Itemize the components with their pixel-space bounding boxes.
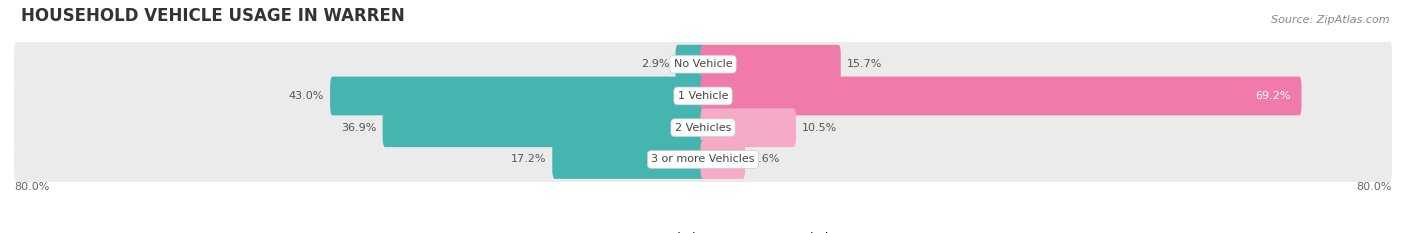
Text: 17.2%: 17.2%: [510, 154, 547, 164]
Text: 36.9%: 36.9%: [342, 123, 377, 133]
Text: 3 or more Vehicles: 3 or more Vehicles: [651, 154, 755, 164]
FancyBboxPatch shape: [700, 108, 796, 147]
Text: HOUSEHOLD VEHICLE USAGE IN WARREN: HOUSEHOLD VEHICLE USAGE IN WARREN: [21, 7, 405, 25]
Text: Source: ZipAtlas.com: Source: ZipAtlas.com: [1271, 15, 1389, 25]
FancyBboxPatch shape: [14, 102, 1392, 154]
FancyBboxPatch shape: [14, 134, 1392, 185]
FancyBboxPatch shape: [700, 77, 1302, 115]
Legend: Owner-occupied, Renter-occupied: Owner-occupied, Renter-occupied: [572, 228, 834, 233]
Text: 4.6%: 4.6%: [751, 154, 779, 164]
FancyBboxPatch shape: [382, 108, 706, 147]
Text: 80.0%: 80.0%: [14, 182, 49, 192]
FancyBboxPatch shape: [700, 140, 745, 179]
Text: 80.0%: 80.0%: [1357, 182, 1392, 192]
FancyBboxPatch shape: [330, 77, 706, 115]
FancyBboxPatch shape: [553, 140, 706, 179]
Text: No Vehicle: No Vehicle: [673, 59, 733, 69]
Text: 1 Vehicle: 1 Vehicle: [678, 91, 728, 101]
Text: 69.2%: 69.2%: [1254, 91, 1291, 101]
FancyBboxPatch shape: [14, 38, 1392, 90]
FancyBboxPatch shape: [675, 45, 706, 84]
Text: 2 Vehicles: 2 Vehicles: [675, 123, 731, 133]
FancyBboxPatch shape: [14, 70, 1392, 122]
Text: 15.7%: 15.7%: [846, 59, 882, 69]
Text: 43.0%: 43.0%: [288, 91, 323, 101]
FancyBboxPatch shape: [700, 45, 841, 84]
Text: 2.9%: 2.9%: [641, 59, 669, 69]
Text: 10.5%: 10.5%: [801, 123, 838, 133]
